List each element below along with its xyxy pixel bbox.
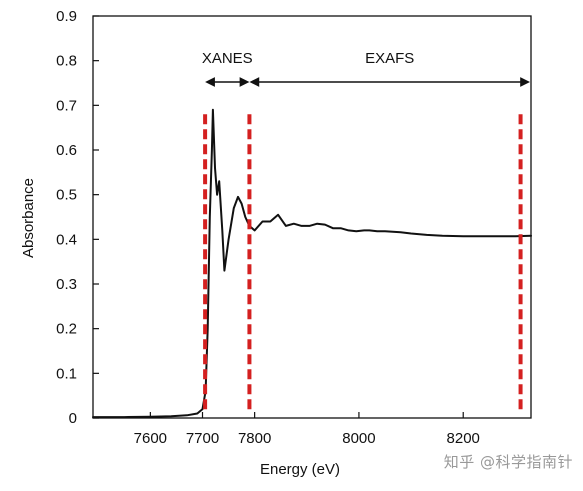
y-tick-label: 0.3 xyxy=(56,276,77,293)
region-label: XANES xyxy=(202,50,253,67)
absorbance-series-line xyxy=(92,108,532,419)
y-tick-label: 0.6 xyxy=(56,142,77,159)
x-tick-label: 7700 xyxy=(186,430,219,447)
region-annotation-layer: XANES EXAFS xyxy=(202,50,530,87)
y-tick-label: 0.5 xyxy=(56,187,77,204)
edge-marker-layer xyxy=(203,114,523,412)
region-label: EXAFS xyxy=(365,50,414,67)
y-tick-label: 0 xyxy=(69,410,77,427)
plot-frame xyxy=(92,15,532,419)
x-tick-label: 8200 xyxy=(447,430,480,447)
y-axis-label: Absorbance xyxy=(20,178,37,258)
y-tick-label: 0.2 xyxy=(56,321,77,338)
arrow-head xyxy=(520,77,530,87)
x-axis-ticks: 7600 7700 7800 8000 8200 xyxy=(134,412,480,447)
x-tick-label: 8000 xyxy=(342,430,375,447)
x-tick-label: 7600 xyxy=(134,430,167,447)
x-axis-label: Energy (eV) xyxy=(260,461,340,478)
y-tick-label: 0.9 xyxy=(56,8,77,25)
watermark-text: 知乎 @科学指南针 xyxy=(443,453,573,471)
arrow-head xyxy=(249,77,260,87)
y-axis-ticks: 0 0.1 0.2 0.3 0.4 0.5 0.6 0.7 0.8 0.9 xyxy=(56,8,99,427)
y-tick-label: 0.4 xyxy=(56,231,77,248)
y-tick-label: 0.8 xyxy=(56,53,77,70)
x-tick-label: 7800 xyxy=(238,430,271,447)
arrow-head xyxy=(239,77,250,87)
arrow-head xyxy=(205,77,215,87)
series-layer xyxy=(92,108,532,419)
y-tick-label: 0.7 xyxy=(56,97,77,114)
y-tick-label: 0.1 xyxy=(56,365,77,382)
